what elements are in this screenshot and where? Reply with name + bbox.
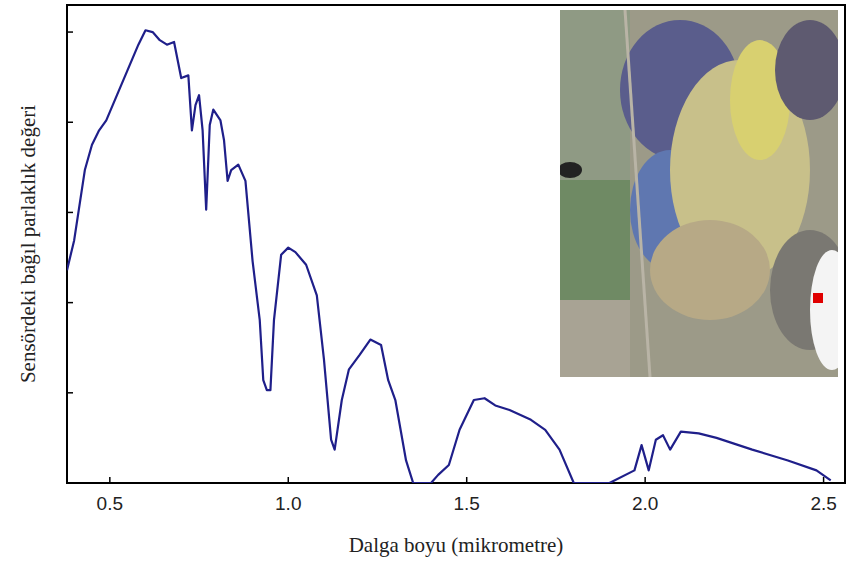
x-tick-label: 1.5 <box>453 493 479 514</box>
x-axis-title: Dalga boyu (mikrometre) <box>349 533 564 557</box>
x-tick <box>823 477 825 483</box>
y-tick <box>67 392 73 394</box>
x-tick-label: 2.0 <box>632 493 658 514</box>
spectrum-line <box>67 30 831 483</box>
x-tick <box>644 477 646 483</box>
x-tick-label: 1.0 <box>275 493 301 514</box>
y-tick <box>67 31 73 33</box>
y-tick <box>67 302 73 304</box>
x-tick <box>466 477 468 483</box>
y-axis-title: Sensördeki bağıl parlaklık değeri <box>16 105 40 383</box>
chart: 0.5 1.0 1.5 2.0 2.5 Dalga boyu (mikrometre) Se… <box>0 0 863 569</box>
plot-frame <box>67 5 845 483</box>
sample-marker <box>813 293 823 303</box>
x-tick-label: 2.5 <box>810 493 836 514</box>
y-tick <box>67 212 73 214</box>
x-tick <box>288 477 290 483</box>
x-tick-label: 0.5 <box>97 493 123 514</box>
inset-image <box>560 10 838 377</box>
y-tick <box>67 482 73 484</box>
y-tick <box>67 121 73 123</box>
plot-area <box>67 30 831 483</box>
x-tick <box>109 477 111 483</box>
